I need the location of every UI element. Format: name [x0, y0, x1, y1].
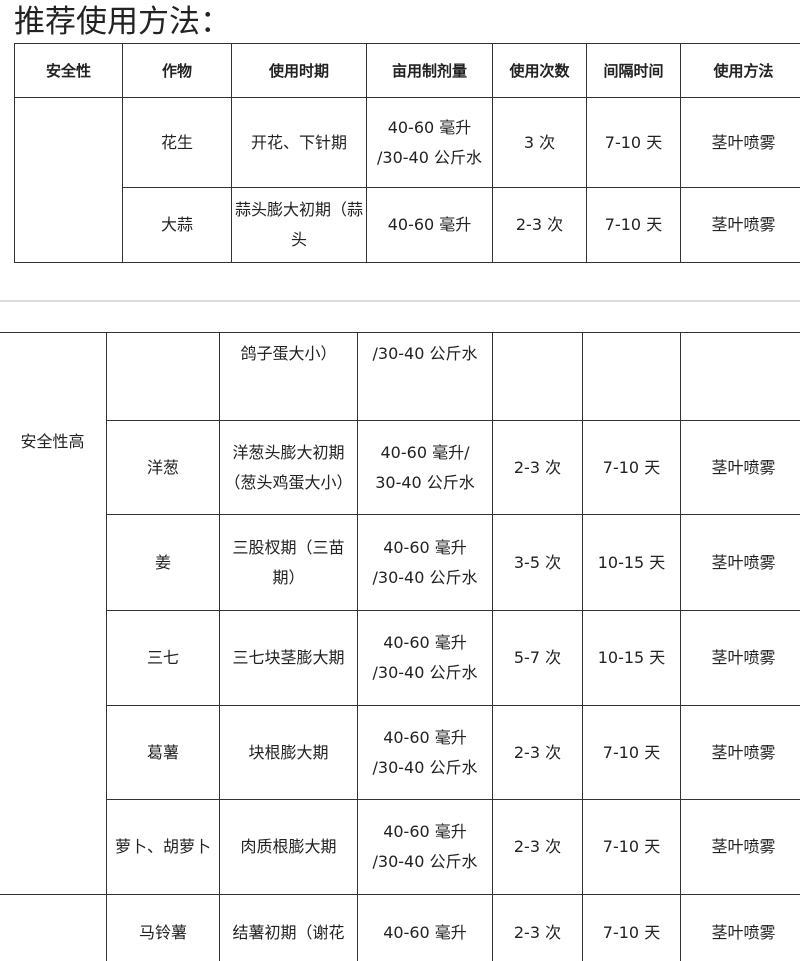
table2-cell-dosage: 40-60 毫升 /30-40 公斤水: [357, 799, 493, 895]
table1-cell-method: 茎叶喷雾: [680, 187, 800, 263]
table2-cell-crop: 洋葱: [106, 420, 220, 515]
table2-cell-times: [492, 332, 583, 421]
table2-cell-method: 茎叶喷雾: [680, 514, 800, 611]
page-divider: [0, 300, 800, 302]
table2-cell-interval: 7-10 天: [582, 799, 681, 895]
table2-cell-period: 洋葱头膨大初期 （葱头鸡蛋大小）: [219, 420, 358, 515]
table2-cell-method: [680, 332, 800, 421]
table2-cell-interval: 10-15 天: [582, 514, 681, 611]
table2-safety-cell: 安全性高: [0, 332, 107, 895]
table2-cell-crop: 马铃薯: [106, 894, 220, 961]
table2-cell-crop: 三七: [106, 610, 220, 706]
header-method: 使用方法: [680, 43, 800, 98]
table2-cell-method: 茎叶喷雾: [680, 894, 800, 961]
table2-cell-times: 2-3 次: [492, 705, 583, 800]
table2-cell-interval: 7-10 天: [582, 420, 681, 515]
table2-cell-period: 鸽子蛋大小）: [219, 332, 358, 421]
table1-cell-interval: 7-10 天: [586, 97, 681, 188]
table2-cell-dosage: 40-60 毫升 /30-40 公斤水: [357, 705, 493, 800]
table2-cell-crop: 姜: [106, 514, 220, 611]
header-period: 使用时期: [231, 43, 367, 98]
table2-cell-times: 5-7 次: [492, 610, 583, 706]
table2-safety-cell-next: [0, 894, 107, 961]
table2-cell-method: 茎叶喷雾: [680, 799, 800, 895]
table2-cell-crop: 葛薯: [106, 705, 220, 800]
table2-cell-interval: 7-10 天: [582, 894, 681, 961]
table1-cell-period: 开花、下针期: [231, 97, 367, 188]
table1-cell-crop: 花生: [122, 97, 232, 188]
header-crop: 作物: [122, 43, 232, 98]
header-times: 使用次数: [492, 43, 587, 98]
table2-cell-method: 茎叶喷雾: [680, 420, 800, 515]
table2-cell-times: 3-5 次: [492, 514, 583, 611]
table2-cell-dosage: 40-60 毫升 /30-40 公斤水: [357, 610, 493, 706]
header-safety: 安全性: [14, 43, 123, 98]
table2-cell-crop: 萝卜、胡萝卜: [106, 799, 220, 895]
table1-cell-period: 蒜头膨大初期（蒜头: [231, 187, 367, 263]
table1-cell-dosage: 40-60 毫升 /30-40 公斤水: [366, 97, 493, 188]
table2-cell-interval: 10-15 天: [582, 610, 681, 706]
table2-cell-period: 肉质根膨大期: [219, 799, 358, 895]
table2-cell-interval: [582, 332, 681, 421]
table2-cell-crop: [106, 332, 220, 421]
table2-cell-method: 茎叶喷雾: [680, 705, 800, 800]
table2-cell-dosage: 40-60 毫升: [357, 894, 493, 961]
table2-cell-times: 2-3 次: [492, 420, 583, 515]
table1-cell-times: 3 次: [492, 97, 587, 188]
table2-cell-dosage: /30-40 公斤水: [357, 332, 493, 421]
table1-cell-crop: 大蒜: [122, 187, 232, 263]
table2-cell-interval: 7-10 天: [582, 705, 681, 800]
table1-cell-method: 茎叶喷雾: [680, 97, 800, 188]
table2-cell-dosage: 40-60 毫升/ 30-40 公斤水: [357, 420, 493, 515]
table2-cell-times: 2-3 次: [492, 894, 583, 961]
table1-cell-interval: 7-10 天: [586, 187, 681, 263]
table2-cell-times: 2-3 次: [492, 799, 583, 895]
table2-cell-period: 三七块茎膨大期: [219, 610, 358, 706]
table2-cell-method: 茎叶喷雾: [680, 610, 800, 706]
page-title: 推荐使用方法：: [14, 4, 231, 40]
header-interval: 间隔时间: [586, 43, 681, 98]
table1-safety-cell: [14, 97, 123, 263]
table2-cell-period: 三股杈期（三苗 期）: [219, 514, 358, 611]
header-dosage: 亩用制剂量: [366, 43, 493, 98]
table1-cell-times: 2-3 次: [492, 187, 587, 263]
table1-cell-dosage: 40-60 毫升: [366, 187, 493, 263]
table2-cell-dosage: 40-60 毫升 /30-40 公斤水: [357, 514, 493, 611]
table2-cell-period: 块根膨大期: [219, 705, 358, 800]
table2-cell-period: 结薯初期（谢花: [219, 894, 358, 961]
